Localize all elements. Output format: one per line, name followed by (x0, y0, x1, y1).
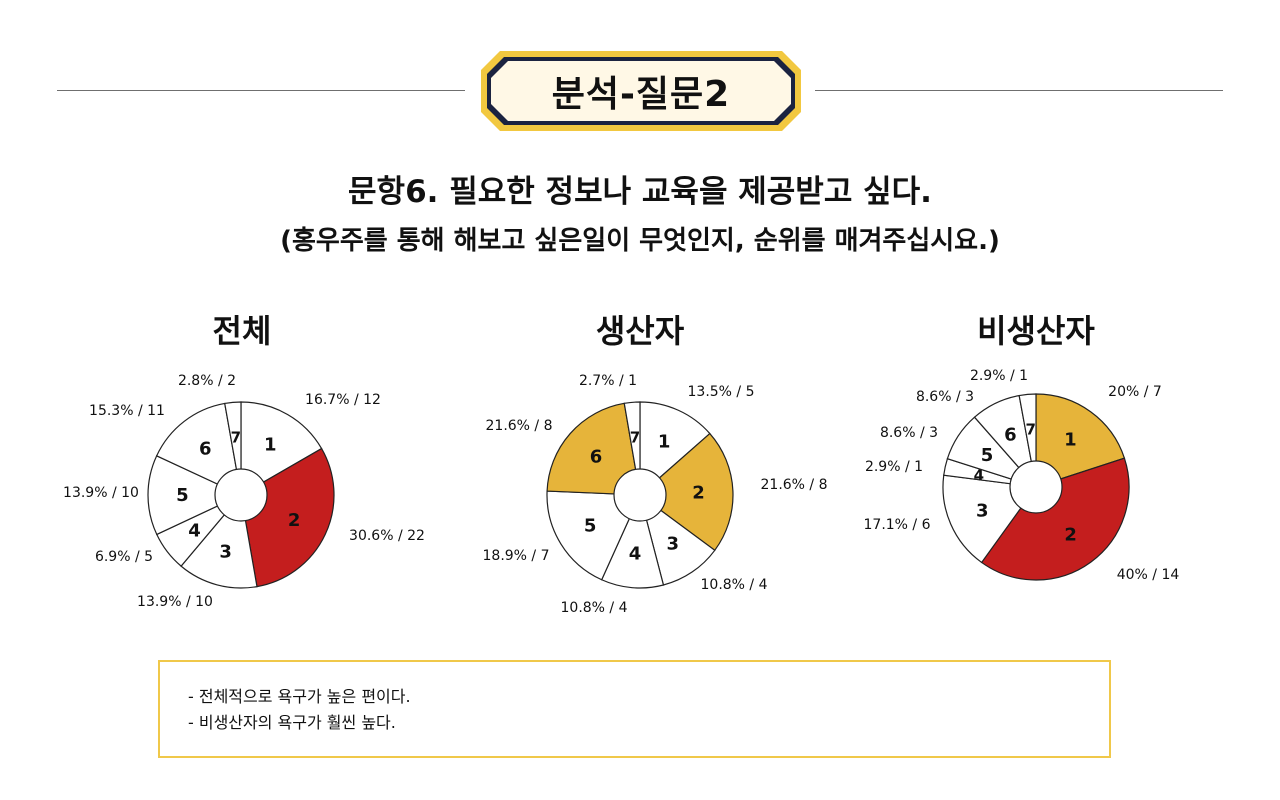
slice-rank-label: 1 (1064, 430, 1077, 451)
slice-rank-label: 4 (974, 466, 984, 484)
slice-value-label: 2.9% / 1 (865, 459, 923, 475)
summary-box: - 전체적으로 욕구가 높은 편이다. - 비생산자의 욕구가 훨씬 높다. (158, 660, 1111, 758)
slice-rank-label: 2 (288, 510, 301, 531)
pie-slice-6 (155, 402, 242, 497)
question-title: 문항6. 필요한 정보나 교육을 제공받고 싶다. (348, 174, 932, 210)
slice-value-label: 15.3% / 11 (89, 403, 165, 419)
pie-slice-5 (546, 490, 641, 581)
slice-value-label: 2.7% / 1 (579, 373, 637, 389)
pie-slice-5 (147, 455, 243, 536)
slice-value-label: 21.6% / 8 (486, 418, 553, 434)
pie-slice-2 (639, 432, 734, 552)
chart-title-producer: 생산자 (595, 312, 685, 350)
slice-value-label: 21.6% / 8 (761, 477, 828, 493)
donut-hole (1009, 460, 1063, 514)
slice-value-label: 40% / 14 (1117, 567, 1180, 583)
pie-slice-1 (240, 401, 323, 497)
slice-rank-label: 6 (199, 439, 212, 460)
slice-rank-label: 5 (584, 516, 597, 537)
slice-rank-label: 3 (667, 534, 680, 555)
slice-value-label: 13.9% / 10 (137, 594, 213, 610)
slice-rank-label: 4 (188, 521, 201, 542)
pie-slice-1 (639, 401, 711, 497)
slice-value-label: 13.9% / 10 (63, 485, 139, 501)
summary-note: - 비생산자의 욕구가 훨씬 높다. (188, 713, 396, 732)
slice-value-label: 2.8% / 2 (178, 373, 236, 389)
slice-rank-label: 7 (630, 429, 640, 447)
question-subtitle: (홍우주를 통해 해보고 싶은일이 무엇인지, 순위를 매겨주십시요.) (280, 226, 1000, 256)
slice-value-label: 17.1% / 6 (864, 517, 931, 533)
slice-rank-label: 2 (1064, 524, 1077, 545)
title-badge (481, 51, 801, 131)
slice-rank-label: 7 (231, 429, 241, 447)
slice-value-label: 8.6% / 3 (916, 389, 974, 405)
slice-rank-label: 1 (658, 432, 671, 453)
slice-rank-label: 4 (629, 543, 642, 564)
donut-hole (214, 468, 268, 522)
pie-slice-1 (1035, 393, 1126, 488)
slice-rank-label: 7 (1025, 421, 1035, 439)
slice-rank-label: 3 (219, 542, 232, 563)
slice-value-label: 2.9% / 1 (970, 368, 1028, 384)
slice-value-label: 10.8% / 4 (561, 600, 628, 616)
slice-value-label: 18.9% / 7 (483, 548, 550, 564)
slice-value-label: 13.5% / 5 (688, 384, 755, 400)
slice-rank-label: 5 (176, 485, 189, 506)
chart-title-total: 전체 (212, 312, 272, 350)
slice-value-label: 30.6% / 22 (349, 528, 425, 544)
pie-slice-2 (980, 457, 1130, 581)
pie-slice-6 (546, 402, 641, 496)
slice-value-label: 6.9% / 5 (95, 549, 153, 565)
chart-title-non-producer: 비생산자 (977, 312, 1095, 350)
slice-rank-label: 5 (981, 445, 994, 466)
header-rule-left (57, 90, 465, 91)
badge-label: 분석-질문2 (551, 74, 731, 115)
slice-rank-label: 2 (692, 483, 705, 504)
slice-value-label: 8.6% / 3 (880, 425, 938, 441)
donut-hole (613, 468, 667, 522)
slice-value-label: 20% / 7 (1108, 384, 1162, 400)
slice-rank-label: 6 (590, 446, 603, 467)
summary-note: - 전체적으로 욕구가 높은 편이다. (188, 687, 411, 706)
slice-rank-label: 3 (976, 500, 989, 521)
slice-rank-label: 6 (1004, 424, 1017, 445)
slice-value-label: 16.7% / 12 (305, 392, 381, 408)
slice-value-label: 10.8% / 4 (701, 577, 768, 593)
slice-rank-label: 1 (264, 434, 277, 455)
header-rule-right (815, 90, 1223, 91)
